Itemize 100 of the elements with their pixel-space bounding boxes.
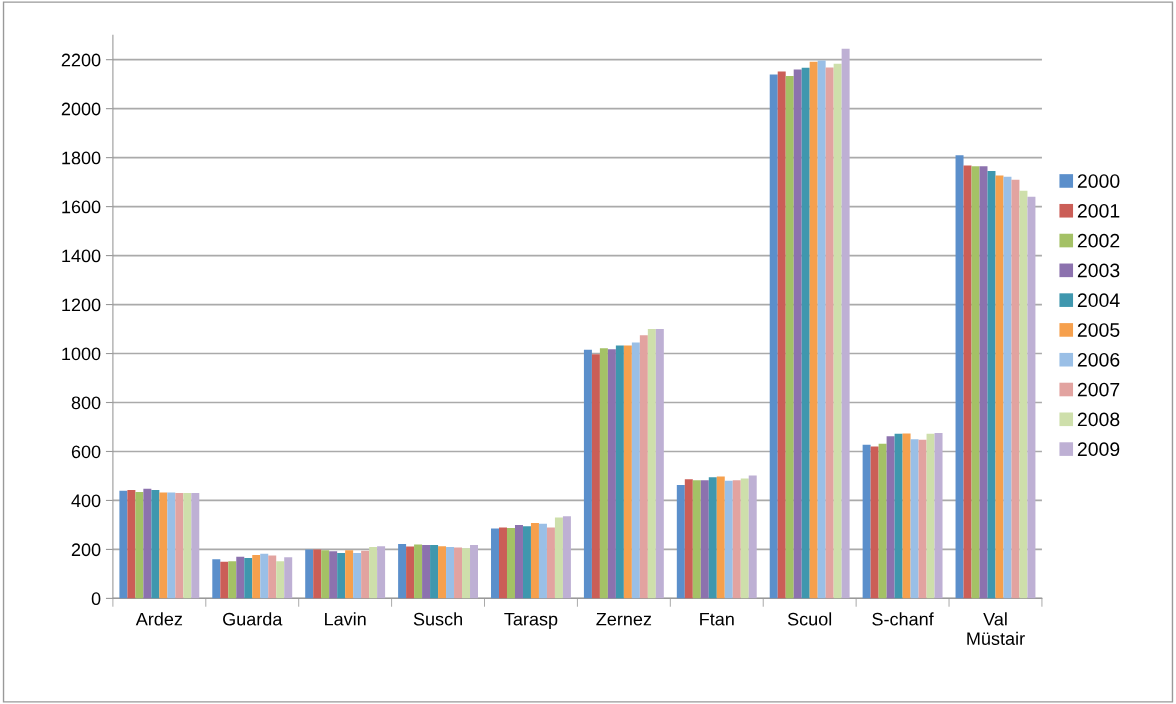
bar <box>454 547 463 599</box>
bar <box>1027 196 1036 599</box>
legend-label: 2006 <box>1077 352 1120 367</box>
bar <box>676 485 685 599</box>
bar <box>934 433 943 599</box>
bar <box>491 528 500 599</box>
bar <box>825 67 834 599</box>
bar <box>809 61 818 599</box>
bar <box>841 48 850 599</box>
bar <box>212 559 221 599</box>
y-tick-label: 0 <box>91 592 101 606</box>
bar <box>183 493 192 599</box>
bar <box>963 165 972 599</box>
bar <box>345 550 354 599</box>
bar <box>276 561 285 599</box>
bar <box>228 561 237 599</box>
bar <box>615 345 624 599</box>
bar <box>422 545 431 599</box>
bar <box>862 444 871 599</box>
bar <box>955 155 964 599</box>
bar <box>639 335 648 599</box>
bar <box>244 558 253 599</box>
bar <box>918 439 927 599</box>
bar <box>1019 190 1028 599</box>
x-tick-label: Val Müstair <box>967 612 1025 645</box>
bar <box>599 348 608 599</box>
bar <box>878 443 887 599</box>
legend-label: 2008 <box>1077 412 1120 427</box>
bar <box>284 557 293 599</box>
legend-label: 2004 <box>1077 293 1120 308</box>
y-tick-label: 2000 <box>61 102 101 116</box>
x-tick-label: Susch <box>413 612 462 626</box>
bar <box>191 493 200 599</box>
bar <box>462 548 471 599</box>
legend-label: 2001 <box>1077 203 1120 218</box>
bar <box>438 546 447 599</box>
bar <box>995 175 1004 599</box>
legend-label: 2002 <box>1077 233 1120 248</box>
bar <box>708 477 717 599</box>
bar <box>793 69 802 599</box>
bar <box>329 551 338 599</box>
bar <box>732 480 741 599</box>
bar <box>499 527 507 599</box>
bar <box>260 553 269 599</box>
x-tick-label: Scuol <box>787 612 832 626</box>
bar <box>1003 176 1012 599</box>
bar <box>971 166 980 599</box>
bar <box>1011 179 1020 599</box>
bar <box>143 488 152 599</box>
bar <box>833 63 842 599</box>
x-tick-label: Zernez <box>596 612 652 626</box>
x-tick-label: Ftan <box>700 612 734 626</box>
bar <box>175 493 184 599</box>
bar <box>926 433 935 599</box>
bar <box>321 550 330 599</box>
bar <box>305 549 314 599</box>
bar <box>538 523 547 599</box>
bar <box>313 549 322 599</box>
bar <box>817 60 826 599</box>
y-tick-label: 800 <box>71 396 101 410</box>
x-tick-label: Lavin <box>325 612 366 626</box>
bar <box>361 550 370 599</box>
bar <box>583 349 592 599</box>
bar <box>398 544 407 599</box>
bar <box>655 329 664 599</box>
bar <box>801 67 810 599</box>
bar <box>607 349 616 599</box>
y-tick-label: 1400 <box>62 249 101 263</box>
bar <box>377 546 386 599</box>
bar <box>268 555 277 599</box>
bar <box>623 345 632 599</box>
bar <box>151 489 160 599</box>
y-tick-label: 1600 <box>62 200 101 214</box>
y-tick-label: 200 <box>71 543 101 557</box>
legend-label: 2009 <box>1077 442 1120 457</box>
bar <box>414 544 423 599</box>
x-tick-label: Tarasp <box>504 612 558 630</box>
bar <box>631 342 640 599</box>
x-tick-label: Guarda <box>223 612 283 626</box>
legend-label: 2003 <box>1077 263 1120 278</box>
bar <box>530 522 539 599</box>
bar <box>406 546 415 599</box>
bar <box>870 446 879 599</box>
bar <box>647 329 656 599</box>
y-tick-label: 1000 <box>62 347 101 361</box>
legend-label: 2005 <box>1077 323 1120 337</box>
bar <box>159 492 168 599</box>
bar <box>777 71 786 599</box>
bar <box>514 524 523 599</box>
bar <box>135 491 144 599</box>
y-tick-label: 1200 <box>62 298 101 312</box>
bar <box>724 480 733 599</box>
legend-label: 2007 <box>1077 382 1120 397</box>
legend-label: 2000 <box>1077 174 1120 188</box>
bar <box>127 489 136 599</box>
y-tick-label: 600 <box>71 445 101 459</box>
y-tick-label: 1800 <box>62 151 101 165</box>
bar <box>700 480 709 599</box>
bar <box>470 545 479 599</box>
bar <box>987 171 996 599</box>
